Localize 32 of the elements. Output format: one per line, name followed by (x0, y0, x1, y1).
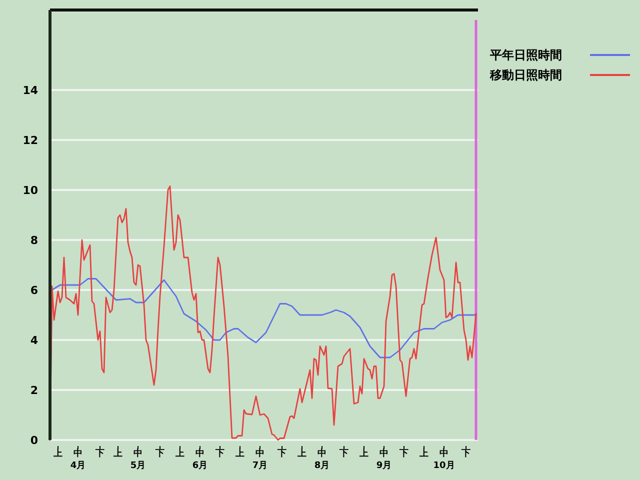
x-tick-label: 上 (296, 448, 306, 459)
x-tick-label: 下 (214, 449, 224, 459)
y-tick-label: 14 (22, 84, 38, 97)
x-tick-label: 下 (460, 449, 470, 459)
x-tick-label: 上 (174, 448, 184, 459)
x-tick-label: 中 9月 (376, 448, 392, 471)
x-tick-label: 下 (154, 449, 164, 459)
y-tick-label: 4 (30, 334, 38, 347)
x-tick-label: 中 10月 (433, 448, 455, 471)
x-tick-label: 下 (338, 449, 348, 459)
y-tick-label: 10 (22, 184, 38, 197)
x-tick-label: 上 (52, 448, 62, 459)
x-tick-label: 上 (112, 448, 122, 459)
y-tick-label: 12 (22, 134, 38, 147)
x-tick-label: 中 7月 (252, 448, 268, 471)
line-series (49, 186, 477, 441)
y-tick-label: 6 (30, 284, 38, 297)
legend-label: 移動日照時間 (489, 68, 562, 82)
x-tick-label: 中 6月 (192, 448, 208, 471)
x-tick-label: 中 5月 (130, 448, 146, 471)
x-tick-label: 下 (94, 449, 104, 459)
legend-label: 平年日照時間 (489, 48, 562, 62)
x-tick-label: 中 4月 (70, 448, 86, 471)
x-tick-label: 上 (418, 448, 428, 459)
x-tick-label: 下 (276, 449, 286, 459)
x-tick-label: 上 (358, 448, 368, 459)
x-tick-label: 上 (234, 448, 244, 459)
y-tick-label: 0 (30, 434, 38, 447)
x-tick-label: 中 8月 (314, 448, 330, 471)
y-tick-label: 2 (30, 384, 38, 397)
x-tick-label: 下 (398, 449, 408, 459)
y-tick-label: 8 (30, 234, 38, 247)
